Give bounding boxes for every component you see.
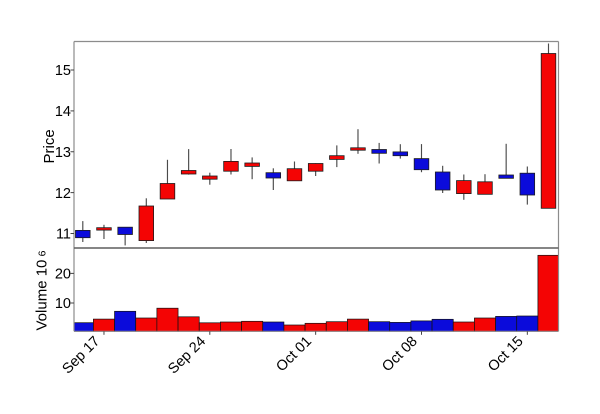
- svg-text:11: 11: [56, 227, 71, 243]
- svg-text:14: 14: [55, 104, 71, 120]
- svg-text:12: 12: [55, 186, 71, 202]
- svg-text:Price: Price: [41, 129, 58, 163]
- svg-text:13: 13: [55, 145, 71, 161]
- svg-text:15: 15: [55, 63, 71, 79]
- svg-text:10: 10: [55, 296, 71, 312]
- svg-text:20: 20: [55, 267, 71, 283]
- svg-text:Volume 106: Volume 106: [34, 250, 51, 330]
